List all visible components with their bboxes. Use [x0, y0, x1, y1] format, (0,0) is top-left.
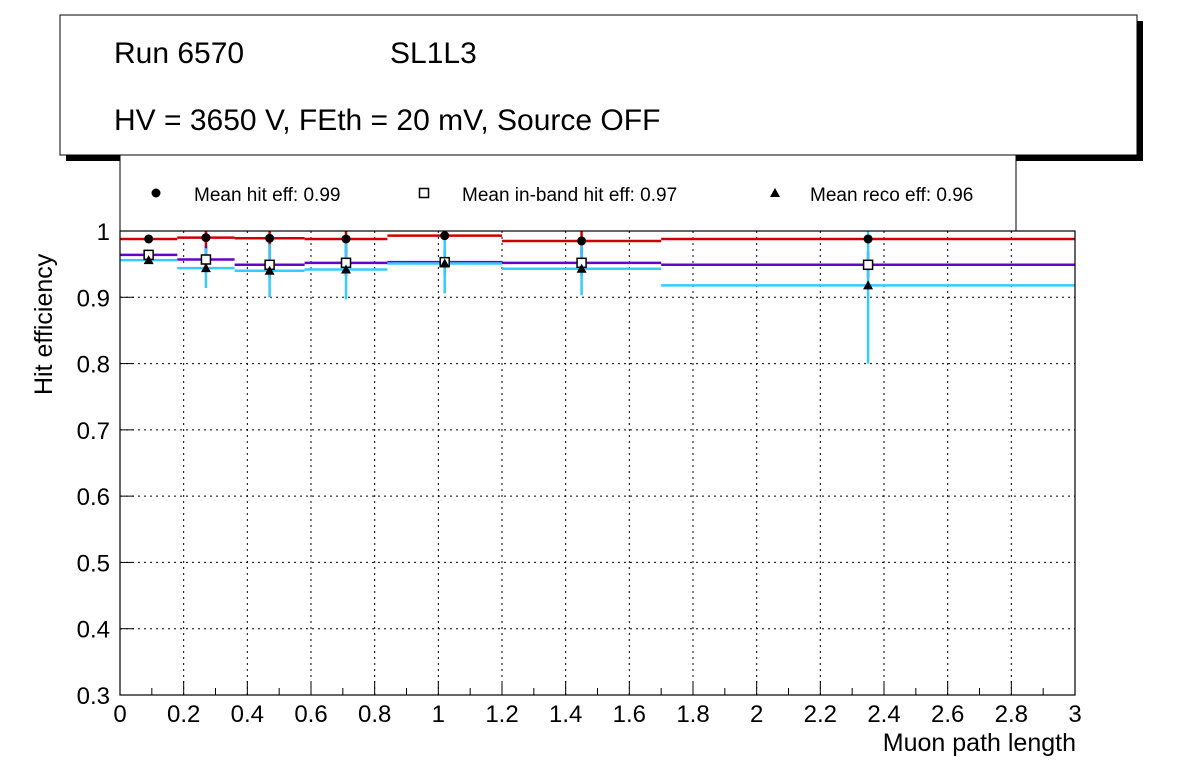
title-run: Run 6570: [114, 37, 244, 70]
x-tick-label: 0.2: [167, 701, 200, 728]
marker-triangle: [143, 255, 154, 265]
x-tick-label: 0.8: [358, 701, 391, 728]
marker-triangle: [200, 263, 211, 273]
y-axis-label: Hit efficiency: [30, 253, 58, 395]
y-tick-label: 0.8: [77, 352, 110, 379]
data-marks: [143, 231, 874, 290]
y-tick-label: 1: [97, 219, 110, 246]
x-tick-label: 0.4: [231, 701, 264, 728]
marker-circle: [201, 233, 211, 243]
x-tick-label: 2.4: [867, 701, 900, 728]
x-tick-label: 0.6: [294, 701, 327, 728]
marker-triangle: [770, 188, 780, 197]
marker-circle: [144, 234, 154, 244]
marker-triangle: [863, 280, 874, 290]
x-tick-label: 1.6: [613, 701, 646, 728]
marker-circle: [341, 234, 351, 244]
legend: Mean hit eff: 0.99 Mean in-band hit eff: …: [151, 185, 973, 206]
title-conditions: HV = 3650 V, FEth = 20 mV, Source OFF: [114, 104, 660, 137]
marker-circle: [151, 188, 161, 198]
legend-entry-label: Mean reco eff: 0.96: [810, 185, 973, 206]
x-tick-label: 2.8: [995, 701, 1028, 728]
axes: 0 0.2 0.4 0.6 0.8 1 1.2 1.4 1.6 1.8 2 2.2 2.4 2.6 2.8 3…: [77, 219, 1082, 728]
y-tick-label: 0.4: [77, 617, 110, 644]
y-tick-label: 0.9: [77, 285, 110, 312]
y-tick-label: 0.7: [77, 418, 110, 445]
x-tick-label: 2.6: [931, 701, 964, 728]
marker-triangle: [341, 264, 352, 274]
marker-open-square: [200, 254, 212, 265]
marker-triangle: [264, 265, 275, 275]
marker-circle: [440, 231, 450, 241]
marker-circle: [265, 233, 275, 243]
x-axis-label: Muon path length: [883, 729, 1076, 757]
x-tick-label: 3: [1068, 701, 1081, 728]
title-box: [59, 14, 1138, 156]
x-tick-label: 1.4: [549, 701, 582, 728]
x-tick-label: 2.2: [804, 701, 837, 728]
title-layer: SL1L3: [390, 37, 477, 70]
grid: [120, 231, 1075, 695]
x-tick-label: 0: [113, 701, 126, 728]
legend-entry-label: Mean hit eff: 0.99: [194, 185, 340, 206]
marker-triangle: [439, 258, 450, 268]
x-tick-label: 1.8: [676, 701, 709, 728]
y-tick-label: 0.5: [77, 550, 110, 577]
x-tick-label: 2: [750, 701, 763, 728]
marker-circle: [577, 236, 587, 246]
marker-open-square: [418, 187, 430, 199]
legend-box: [119, 154, 1017, 232]
y-tick-label: 0.3: [77, 683, 110, 710]
marker-triangle: [576, 263, 587, 273]
y-tick-label: 0.6: [77, 484, 110, 511]
marker-open-square: [862, 259, 874, 271]
legend-entry-label: Mean in-band hit eff: 0.97: [462, 185, 677, 206]
x-tick-label: 1: [432, 701, 445, 728]
marker-circle: [863, 234, 873, 244]
plot-frame: [119, 230, 1076, 696]
x-tick-label: 1.2: [485, 701, 518, 728]
